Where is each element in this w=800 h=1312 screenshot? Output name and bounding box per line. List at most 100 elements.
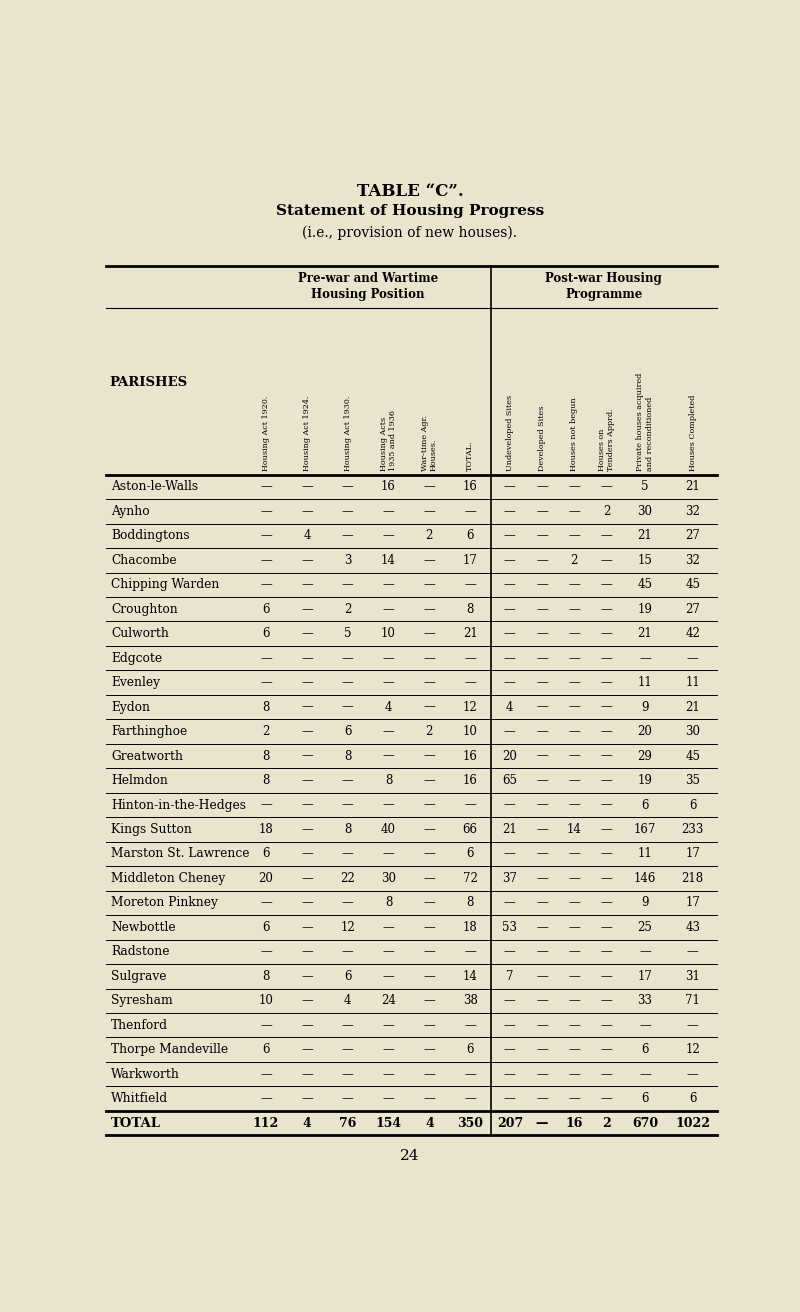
Text: 27: 27	[686, 529, 700, 542]
Text: 6: 6	[344, 726, 351, 739]
Text: —: —	[464, 1092, 476, 1105]
Text: 2: 2	[426, 529, 433, 542]
Text: —: —	[601, 921, 613, 934]
Text: 1022: 1022	[675, 1117, 710, 1130]
Text: —: —	[601, 529, 613, 542]
Text: 14: 14	[381, 554, 396, 567]
Text: 16: 16	[566, 1117, 583, 1130]
Text: —: —	[601, 1018, 613, 1031]
Text: 20: 20	[502, 749, 518, 762]
Text: —: —	[639, 652, 651, 665]
Text: 233: 233	[682, 823, 704, 836]
Text: —: —	[423, 627, 435, 640]
Text: —: —	[342, 652, 354, 665]
Text: —: —	[423, 774, 435, 787]
Text: —: —	[423, 1018, 435, 1031]
Text: —: —	[536, 505, 548, 518]
Text: 22: 22	[340, 872, 355, 884]
Text: Thorpe Mandeville: Thorpe Mandeville	[111, 1043, 228, 1056]
Text: —: —	[382, 1068, 394, 1081]
Text: 6: 6	[262, 627, 270, 640]
Text: 8: 8	[262, 749, 270, 762]
Text: —: —	[382, 602, 394, 615]
Text: —: —	[569, 579, 580, 592]
Text: 8: 8	[466, 602, 474, 615]
Text: —: —	[569, 799, 580, 812]
Text: —: —	[536, 970, 548, 983]
Text: 53: 53	[502, 921, 518, 934]
Text: 146: 146	[634, 872, 656, 884]
Text: —: —	[301, 749, 313, 762]
Text: —: —	[260, 676, 272, 689]
Text: Chipping Warden: Chipping Warden	[111, 579, 219, 592]
Text: —: —	[601, 872, 613, 884]
Text: 7: 7	[506, 970, 514, 983]
Text: —: —	[342, 799, 354, 812]
Text: 6: 6	[689, 799, 697, 812]
Text: Moreton Pinkney: Moreton Pinkney	[111, 896, 218, 909]
Text: 2: 2	[603, 505, 610, 518]
Text: —: —	[569, 946, 580, 958]
Text: 25: 25	[638, 921, 653, 934]
Text: Hinton-in-the-Hedges: Hinton-in-the-Hedges	[111, 799, 246, 812]
Text: —: —	[423, 1068, 435, 1081]
Text: —: —	[536, 726, 548, 739]
Text: —: —	[569, 1068, 580, 1081]
Text: 33: 33	[638, 994, 653, 1008]
Text: —: —	[569, 1092, 580, 1105]
Text: —: —	[601, 799, 613, 812]
Text: 4: 4	[506, 701, 514, 714]
Text: 11: 11	[686, 676, 700, 689]
Text: —: —	[342, 579, 354, 592]
Text: —: —	[260, 1092, 272, 1105]
Text: Whitfield: Whitfield	[111, 1092, 168, 1105]
Text: 154: 154	[375, 1117, 402, 1130]
Text: —: —	[601, 970, 613, 983]
Text: —: —	[569, 726, 580, 739]
Text: 16: 16	[462, 749, 478, 762]
Text: —: —	[342, 848, 354, 861]
Text: 4: 4	[344, 994, 351, 1008]
Text: —: —	[601, 726, 613, 739]
Text: —: —	[601, 946, 613, 958]
Text: 4: 4	[385, 701, 392, 714]
Text: —: —	[569, 701, 580, 714]
Text: —: —	[423, 872, 435, 884]
Text: 6: 6	[344, 970, 351, 983]
Text: —: —	[536, 1117, 548, 1130]
Text: 8: 8	[385, 774, 392, 787]
Text: —: —	[342, 529, 354, 542]
Text: —: —	[504, 676, 516, 689]
Text: —: —	[569, 529, 580, 542]
Text: —: —	[536, 994, 548, 1008]
Text: 11: 11	[638, 676, 652, 689]
Text: 15: 15	[638, 554, 653, 567]
Text: 8: 8	[385, 896, 392, 909]
Text: —: —	[260, 505, 272, 518]
Text: 4: 4	[302, 1117, 311, 1130]
Text: 17: 17	[638, 970, 653, 983]
Text: 3: 3	[344, 554, 351, 567]
Text: —: —	[536, 676, 548, 689]
Text: —: —	[536, 848, 548, 861]
Text: 6: 6	[642, 799, 649, 812]
Text: —: —	[423, 579, 435, 592]
Text: 32: 32	[686, 505, 700, 518]
Text: —: —	[601, 1068, 613, 1081]
Text: Housing Act 1920.: Housing Act 1920.	[262, 395, 270, 471]
Text: 21: 21	[638, 627, 652, 640]
Text: Housing Act 1930.: Housing Act 1930.	[344, 395, 352, 471]
Text: 8: 8	[344, 823, 351, 836]
Text: 71: 71	[686, 994, 700, 1008]
Text: 6: 6	[466, 529, 474, 542]
Text: 4: 4	[303, 529, 310, 542]
Text: —: —	[342, 505, 354, 518]
Text: 6: 6	[689, 1092, 697, 1105]
Text: —: —	[504, 1018, 516, 1031]
Text: Farthinghoe: Farthinghoe	[111, 726, 187, 739]
Text: 14: 14	[462, 970, 478, 983]
Text: —: —	[464, 799, 476, 812]
Text: —: —	[569, 1018, 580, 1031]
Text: —: —	[301, 505, 313, 518]
Text: Post-war Housing
Programme: Post-war Housing Programme	[546, 273, 662, 302]
